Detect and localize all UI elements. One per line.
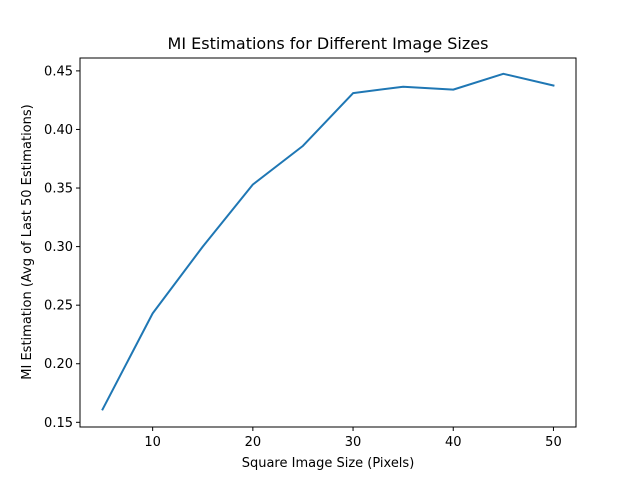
x-tick-label: 50 [545, 435, 562, 450]
data-point [352, 92, 354, 94]
plot-area [79, 57, 577, 428]
data-point [402, 86, 404, 88]
x-axis-ticks: 10 20 30 40 50 [144, 427, 562, 450]
y-tick-label: 0.45 [44, 64, 73, 79]
data-point [452, 89, 454, 91]
y-axis-ticks: 0.15 0.20 0.25 0.30 0.35 0.40 0.45 [44, 64, 80, 431]
y-tick-label: 0.30 [44, 240, 73, 255]
y-axis-label: MI Estimation (Avg of Last 50 Estimation… [20, 104, 35, 379]
data-point [502, 73, 504, 75]
x-axis-label: Square Image Size (Pixels) [242, 456, 415, 471]
chart-title: MI Estimations for Different Image Sizes [168, 34, 489, 53]
y-tick-label: 0.35 [44, 182, 73, 197]
data-point [152, 312, 154, 314]
data-point [302, 145, 304, 147]
data-point [252, 184, 254, 186]
data-point [552, 85, 554, 87]
x-tick-label: 10 [144, 435, 161, 450]
x-tick-label: 20 [245, 435, 262, 450]
y-tick-label: 0.15 [44, 416, 73, 431]
series-line-0 [101, 72, 555, 411]
y-tick-label: 0.40 [44, 123, 73, 138]
y-tick-label: 0.25 [44, 299, 73, 314]
axes-frame [79, 57, 577, 428]
x-tick-label: 40 [445, 435, 462, 450]
data-point [202, 246, 204, 248]
data-point [102, 408, 104, 410]
y-tick-label: 0.20 [44, 357, 73, 372]
x-tick-label: 30 [345, 435, 362, 450]
